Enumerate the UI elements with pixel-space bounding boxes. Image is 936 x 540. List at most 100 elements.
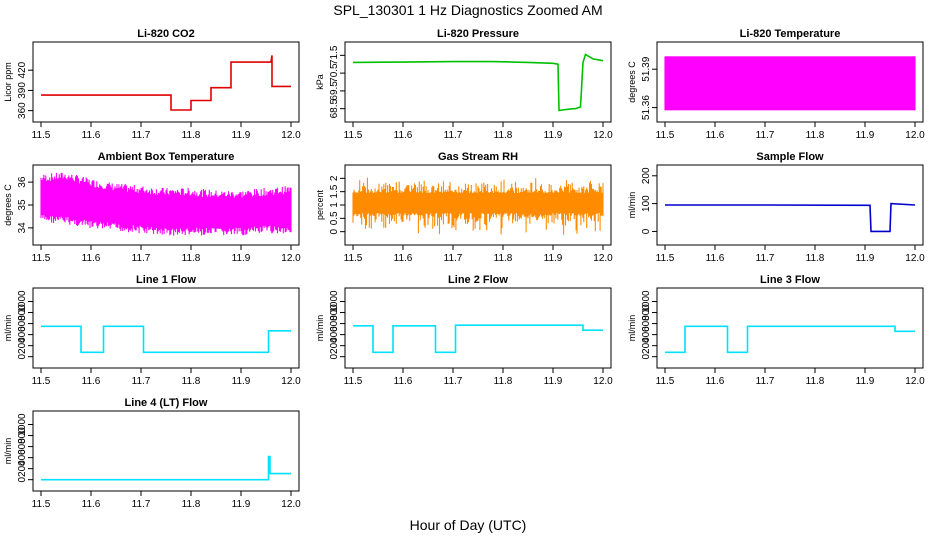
y-tick-label: 600 [641,315,652,332]
y-tick-label: 800 [641,304,652,321]
y-tick-label: 51.36 [641,95,652,120]
y-tick-label: 800 [17,304,28,321]
x-tick-label: 11.8 [182,130,201,141]
y-tick-label: 0.5 [329,211,340,225]
x-tick-label: 11.9 [544,376,563,387]
panel-line2: Line 2 Flow 11.5 11.6 11.7 11.8 11.9 12.0 02004… [315,274,613,387]
x-tick-label: 11.8 [806,376,825,387]
y-axis-label: kPa [315,74,325,90]
series-line [41,325,291,354]
y-tick-label: 34 [17,222,28,234]
y-tick-label: 200 [641,337,652,354]
y-tick-label: 1000 [17,290,28,313]
series-line [353,324,603,354]
x-tick-label: 11.7 [444,376,463,387]
panel-pressure: Li-820 Pressure 11.5 11.6 11.7 11.8 11.9 12.0 6… [315,28,613,141]
x-tick-label: 11.7 [132,499,151,510]
x-tick-label: 11.7 [132,130,151,141]
y-tick-label: 35 [17,199,28,211]
x-tick-label: 11.9 [232,253,251,264]
panel-temperature: Li-820 Temperature 11.5 11.6 11.7 11.8 11.9 12… [627,28,925,141]
y-tick-label: 400 [329,326,340,343]
x-tick-label: 11.5 [32,376,51,387]
x-tick-label: 11.8 [182,499,201,510]
y-axis-label: Licor ppm [3,62,13,102]
x-tick-label: 11.7 [756,376,775,387]
x-tick-label: 11.5 [344,253,363,264]
x-tick-label: 11.6 [82,253,101,264]
plot-frame [344,287,612,369]
y-axis-label: degrees C [3,184,13,226]
y-tick-label: 36 [17,176,28,188]
y-axis-label: ml/min [627,192,637,219]
x-tick-label: 12.0 [281,130,301,141]
y-tick-label: 0 [641,353,652,359]
x-tick-label: 11.6 [394,376,413,387]
x-tick-label: 11.8 [806,130,825,141]
x-tick-label: 12.0 [593,253,613,264]
x-tick-label: 11.7 [132,253,151,264]
plot-frame [344,41,612,123]
x-tick-label: 12.0 [281,499,301,510]
y-tick-label: 420 [17,61,28,78]
x-tick-label: 11.7 [756,130,775,141]
panel-title: Li-820 CO2 [137,28,194,40]
x-tick-label: 11.6 [82,499,101,510]
y-tick-label: 400 [641,326,652,343]
x-tick-label: 12.0 [905,376,925,387]
y-axis-label: ml/min [3,438,13,465]
panel-title: Li-820 Pressure [437,28,519,40]
series-noise [40,172,292,236]
x-tick-label: 11.7 [444,130,463,141]
panel-title: Li-820 Temperature [740,28,841,40]
y-axis-label: percent [315,189,325,220]
y-tick-label: 600 [17,438,28,455]
y-tick-label: 0 [641,228,652,234]
series-line [352,53,604,112]
y-tick-label: 400 [17,449,28,466]
x-tick-label: 11.5 [344,130,363,141]
x-axis-label: Hour of Day (UTC) [409,517,527,533]
x-tick-label: 12.0 [281,253,301,264]
y-axis-label: ml/min [627,315,637,342]
x-tick-label: 11.6 [394,130,413,141]
panel-title: Line 3 Flow [760,274,820,286]
y-tick-label: 2 [329,175,340,181]
y-tick-label: 0 [329,228,340,234]
y-tick-label: 1000 [17,413,28,436]
x-tick-label: 11.6 [394,253,413,264]
y-tick-label: 71.5 [329,45,340,65]
x-tick-label: 11.9 [856,130,875,141]
panel-line3: Line 3 Flow 11.5 11.6 11.7 11.8 11.9 12.0 02004… [627,274,925,387]
page-title: SPL_130301 1 Hz Diagnostics Zoomed AM [333,2,603,18]
y-tick-label: 200 [641,167,652,184]
y-tick-label: 600 [17,315,28,332]
panel-title: Line 4 (LT) Flow [125,397,208,409]
plot-frame [32,410,300,492]
plot-frame [656,41,924,123]
plot-frame [32,41,300,123]
panel-title: Line 2 Flow [448,274,508,286]
plot-frame [32,287,300,369]
y-tick-label: 800 [17,427,28,444]
y-tick-label: 200 [329,337,340,354]
x-tick-label: 11.5 [656,253,675,264]
y-tick-label: 70.5 [329,63,340,83]
x-tick-label: 11.6 [82,376,101,387]
x-tick-label: 11.9 [856,376,875,387]
x-tick-label: 12.0 [593,376,613,387]
y-tick-label: 51.39 [641,56,652,81]
panel-title: Ambient Box Temperature [98,151,235,163]
plot-frame [656,287,924,369]
y-tick-label: 1.5 [329,184,340,198]
y-tick-label: 200 [17,337,28,354]
x-tick-label: 11.5 [32,130,51,141]
x-tick-label: 11.5 [656,376,675,387]
y-tick-label: 1 [329,202,340,208]
y-axis-label: ml/min [315,315,325,342]
x-tick-label: 12.0 [593,130,613,141]
x-tick-label: 11.6 [706,130,725,141]
y-tick-label: 1000 [329,290,340,313]
y-tick-label: 800 [329,304,340,321]
panel-line1: Line 1 Flow 11.5 11.6 11.7 11.8 11.9 12.0 02004… [3,274,301,387]
